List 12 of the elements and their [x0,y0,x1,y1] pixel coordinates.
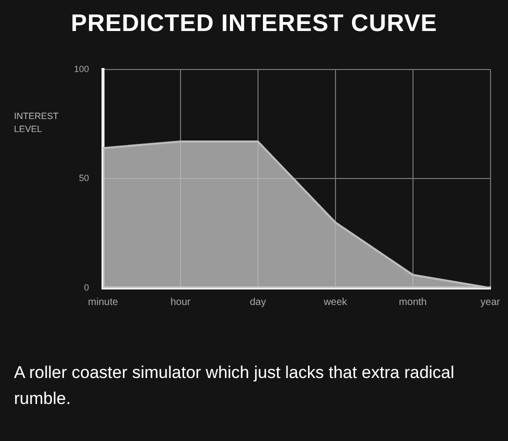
x-tick-label: day [250,296,266,308]
text: A roller coaster simulator which just lacks that extra radical rumble. [13,362,456,410]
x-tick-label: hour [170,296,192,308]
x-tick-label: week [322,296,348,308]
y-axis-title: INTEREST LEVEL [14,110,60,136]
x-tick-label: minute [88,296,118,308]
y-tick-label: 0 [84,282,90,292]
y-tick-label: 50 [79,173,90,184]
y-tick-label: 100 [74,64,90,74]
x-tick-label: year [480,296,501,308]
x-tick-label: month [398,296,427,308]
chart-title: PREDICTED INTEREST CURVE [70,9,438,39]
